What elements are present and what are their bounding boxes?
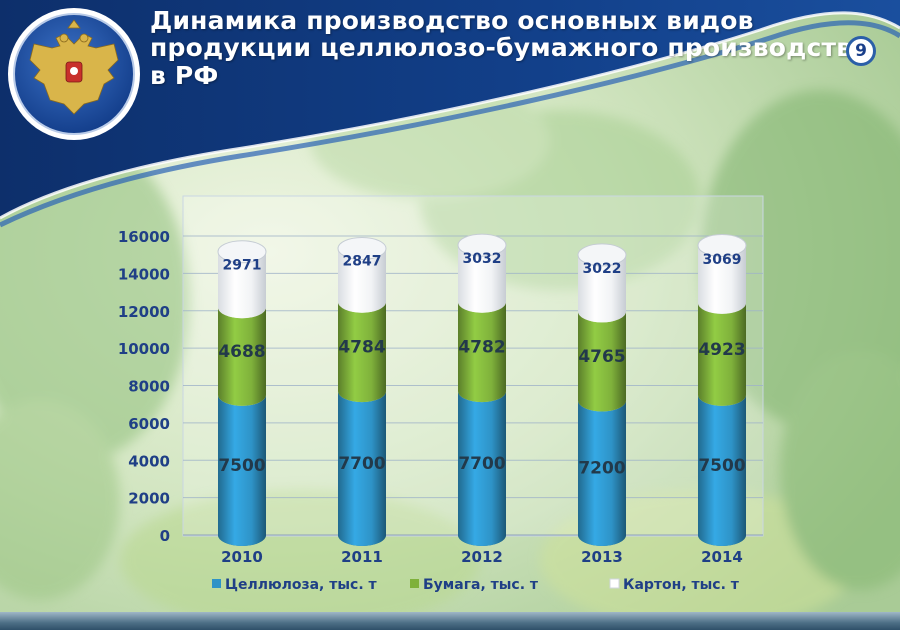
y-tick-label: 12000 [118,303,170,321]
data-label: 7700 [338,454,385,474]
cylinder-bar-2010 [217,240,267,546]
bar-segment [218,394,266,546]
cylinder-top-cap [217,240,267,264]
y-tick-label: 2000 [128,490,170,508]
legend-swatch [212,579,221,588]
bar-segment [338,391,386,546]
bar-segment [218,251,266,319]
data-label: 7700 [458,454,505,474]
header-band [0,0,900,228]
legend-label: Целлюлоза, тыс. т [225,577,378,593]
bar-segment [578,311,626,412]
bar-segment [458,301,506,403]
bar-segment [578,254,626,323]
data-label: 2847 [343,254,382,270]
data-label: 4782 [458,337,505,357]
data-label: 7200 [578,459,625,479]
bar-segment [578,400,626,546]
x-tick-label: 2011 [341,548,383,566]
data-label: 3022 [583,261,622,277]
data-label: 4765 [578,347,625,367]
slide-title-line-1: Динамика производство основных видов [150,6,754,35]
bar-segment [698,394,746,546]
data-label: 4688 [218,342,265,362]
y-tick-label: 16000 [118,228,170,246]
data-label: 3032 [463,251,502,267]
cylinder-top-cap [697,233,747,257]
x-tick-label: 2013 [581,548,623,566]
page-number-badge: 9 [846,36,876,66]
legend-label: Картон, тыс. т [623,577,740,593]
y-tick-label: 14000 [118,265,170,283]
x-tick-label: 2012 [461,548,503,566]
russian-coat-of-arms-icon [8,8,140,140]
data-label: 2971 [223,257,262,273]
data-label: 7500 [698,456,745,476]
y-tick-label: 10000 [118,340,170,358]
data-label: 4923 [698,340,745,360]
y-tick-label: 8000 [128,378,170,396]
bar-segment [458,245,506,313]
legend-swatch [410,579,419,588]
data-label: 7500 [218,456,265,476]
bar-segment [698,245,746,314]
bar-segment [338,248,386,313]
x-tick-label: 2010 [221,548,263,566]
y-tick-label: 6000 [128,415,170,433]
legend-label: Бумага, тыс. т [423,577,539,593]
cylinder-bar-2012 [457,233,507,546]
y-tick-label: 4000 [128,452,170,470]
data-label: 3069 [703,252,742,268]
slide-title-line-2: продукции целлюлозо-бумажного производст… [150,33,870,62]
bar-segment [698,302,746,406]
cylinder-top-cap [337,237,387,261]
data-label: 4784 [338,337,385,357]
cylinder-bar-2013 [577,243,627,546]
bar-segment [338,301,386,403]
y-tick-label: 0 [160,527,170,545]
bottom-strip [0,612,900,630]
cylinder-top-cap [577,243,627,267]
cylinder-top-cap [457,233,507,257]
bar-segment [218,307,266,406]
bar-segment [458,391,506,546]
cylinder-bar-2011 [337,237,387,546]
x-tick-label: 2014 [701,548,743,566]
cylinder-bar-2014 [697,233,747,546]
slide-title-line-3: в РФ [150,61,219,90]
legend-swatch [609,578,620,589]
